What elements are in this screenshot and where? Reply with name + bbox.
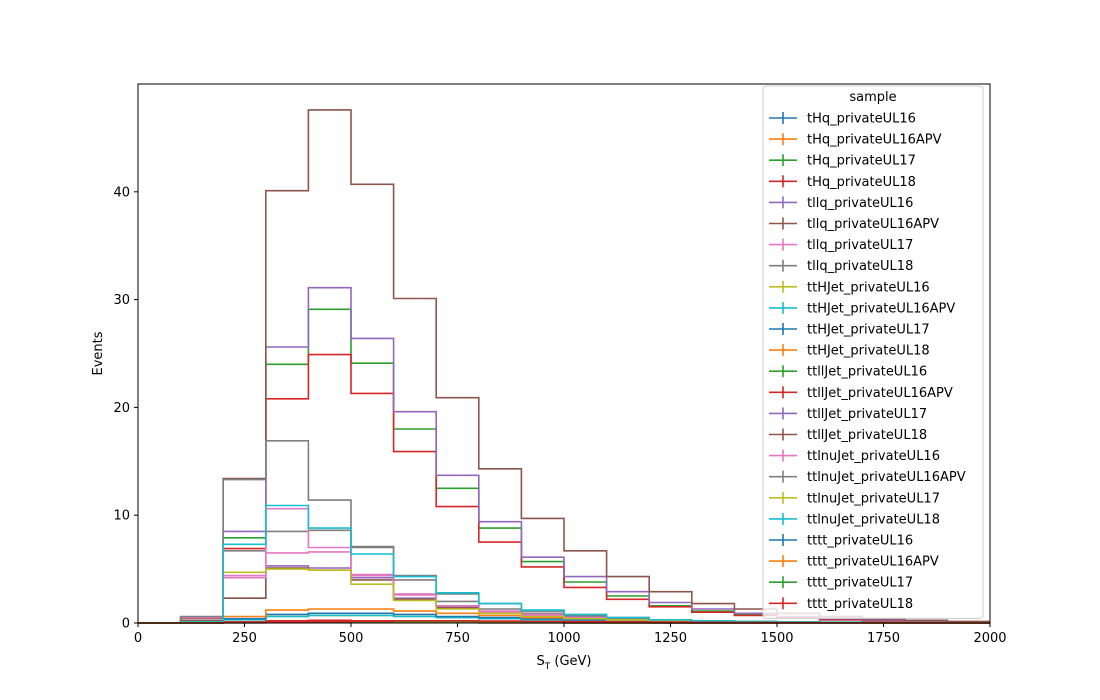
legend-entry: tHq_privateUL16APV xyxy=(769,133,942,148)
legend-entry: ttllJet_privateUL16 xyxy=(769,365,927,380)
legend-label: tllq_privateUL16APV xyxy=(807,217,939,232)
x-axis-label-subscript: T xyxy=(544,662,551,672)
legend-label: ttHJet_privateUL16 xyxy=(807,280,930,295)
x-axis-label-unit: (GeV) xyxy=(550,654,591,669)
legend-label: tttt_privateUL16 xyxy=(807,534,913,549)
legend-label: tHq_privateUL16 xyxy=(807,112,916,127)
legend-entry: tttt_privateUL17 xyxy=(769,576,913,591)
x-tick-label: 1500 xyxy=(760,631,793,646)
legend-entry: tllq_privateUL17 xyxy=(769,238,913,253)
x-tick-label: 2000 xyxy=(973,631,1006,646)
legend-entry: ttllJet_privateUL17 xyxy=(769,407,927,422)
x-axis: 0 250 500 750 1000 1250 1500 1750 2000 xyxy=(134,623,1007,646)
legend-entry: ttHJet_privateUL18 xyxy=(769,344,930,359)
legend-entry: ttllJet_privateUL18 xyxy=(769,428,927,443)
legend-entry: ttHJet_privateUL17 xyxy=(769,323,930,338)
legend-entry: tHq_privateUL17 xyxy=(769,154,916,169)
legend-label: tttt_privateUL17 xyxy=(807,576,913,591)
legend-entry: tllq_privateUL16 xyxy=(769,196,913,211)
legend-label: ttllJet_privateUL17 xyxy=(807,407,927,422)
y-tick-label: 30 xyxy=(113,293,130,308)
legend-label: ttllJet_privateUL16APV xyxy=(807,386,953,401)
legend-entry: tllq_privateUL18 xyxy=(769,259,913,274)
legend-label: tHq_privateUL18 xyxy=(807,175,916,190)
legend-label: ttllJet_privateUL18 xyxy=(807,428,927,443)
legend: sample tHq_privateUL16 tHq_privateUL16APV… xyxy=(762,85,984,619)
legend-label: ttlnuJet_privateUL17 xyxy=(807,491,940,506)
legend-label: tHq_privateUL16APV xyxy=(807,133,942,148)
legend-box xyxy=(762,85,984,619)
legend-label: tllq_privateUL16 xyxy=(807,196,913,211)
legend-entry: tttt_privateUL16APV xyxy=(769,555,939,570)
x-tick-label: 0 xyxy=(134,631,142,646)
legend-entry: tHq_privateUL16 xyxy=(769,112,916,127)
legend-label: ttlnuJet_privateUL16APV xyxy=(807,470,966,485)
legend-label: tllq_privateUL18 xyxy=(807,259,913,274)
x-tick-label: 1250 xyxy=(654,631,687,646)
legend-entry: ttlnuJet_privateUL17 xyxy=(769,491,940,506)
x-axis-label-main: S xyxy=(536,654,544,669)
legend-label: ttllJet_privateUL16 xyxy=(807,365,927,380)
legend-label: ttHJet_privateUL17 xyxy=(807,323,930,338)
legend-entry: ttllJet_privateUL16APV xyxy=(769,386,953,401)
legend-entry: ttlnuJet_privateUL16APV xyxy=(769,470,966,485)
legend-title: sample xyxy=(849,90,896,105)
legend-entry: ttlnuJet_privateUL16 xyxy=(769,449,940,464)
legend-entry: tttt_privateUL18 xyxy=(769,597,913,612)
legend-entries: tHq_privateUL16 tHq_privateUL16APV tHq_pri… xyxy=(769,112,966,612)
x-tick-label: 1000 xyxy=(547,631,580,646)
y-axis: 0 10 20 30 40 xyxy=(113,185,138,632)
y-axis-label: Events xyxy=(91,331,106,375)
x-tick-label: 1750 xyxy=(867,631,900,646)
legend-entry: tllq_privateUL16APV xyxy=(769,217,939,232)
y-tick-label: 40 xyxy=(113,185,130,200)
y-tick-label: 20 xyxy=(113,401,130,416)
legend-label: ttHJet_privateUL16APV xyxy=(807,301,955,316)
legend-entry: ttlnuJet_privateUL18 xyxy=(769,512,940,527)
legend-label: ttlnuJet_privateUL18 xyxy=(807,512,940,527)
y-tick-label: 10 xyxy=(113,509,130,524)
legend-label: ttHJet_privateUL18 xyxy=(807,344,930,359)
legend-entry: ttHJet_privateUL16APV xyxy=(769,301,955,316)
x-axis-label: ST (GeV) xyxy=(536,654,591,672)
x-tick-label: 500 xyxy=(339,631,364,646)
x-tick-label: 250 xyxy=(232,631,257,646)
legend-entry: ttHJet_privateUL16 xyxy=(769,280,930,295)
x-tick-label: 750 xyxy=(445,631,470,646)
legend-label: tllq_privateUL17 xyxy=(807,238,913,253)
legend-label: tttt_privateUL18 xyxy=(807,597,913,612)
y-tick-label: 0 xyxy=(122,617,130,632)
legend-label: tttt_privateUL16APV xyxy=(807,555,939,570)
legend-entry: tHq_privateUL18 xyxy=(769,175,916,190)
legend-entry: tttt_privateUL16 xyxy=(769,534,913,549)
legend-label: tHq_privateUL17 xyxy=(807,154,916,169)
legend-label: ttlnuJet_privateUL16 xyxy=(807,449,940,464)
